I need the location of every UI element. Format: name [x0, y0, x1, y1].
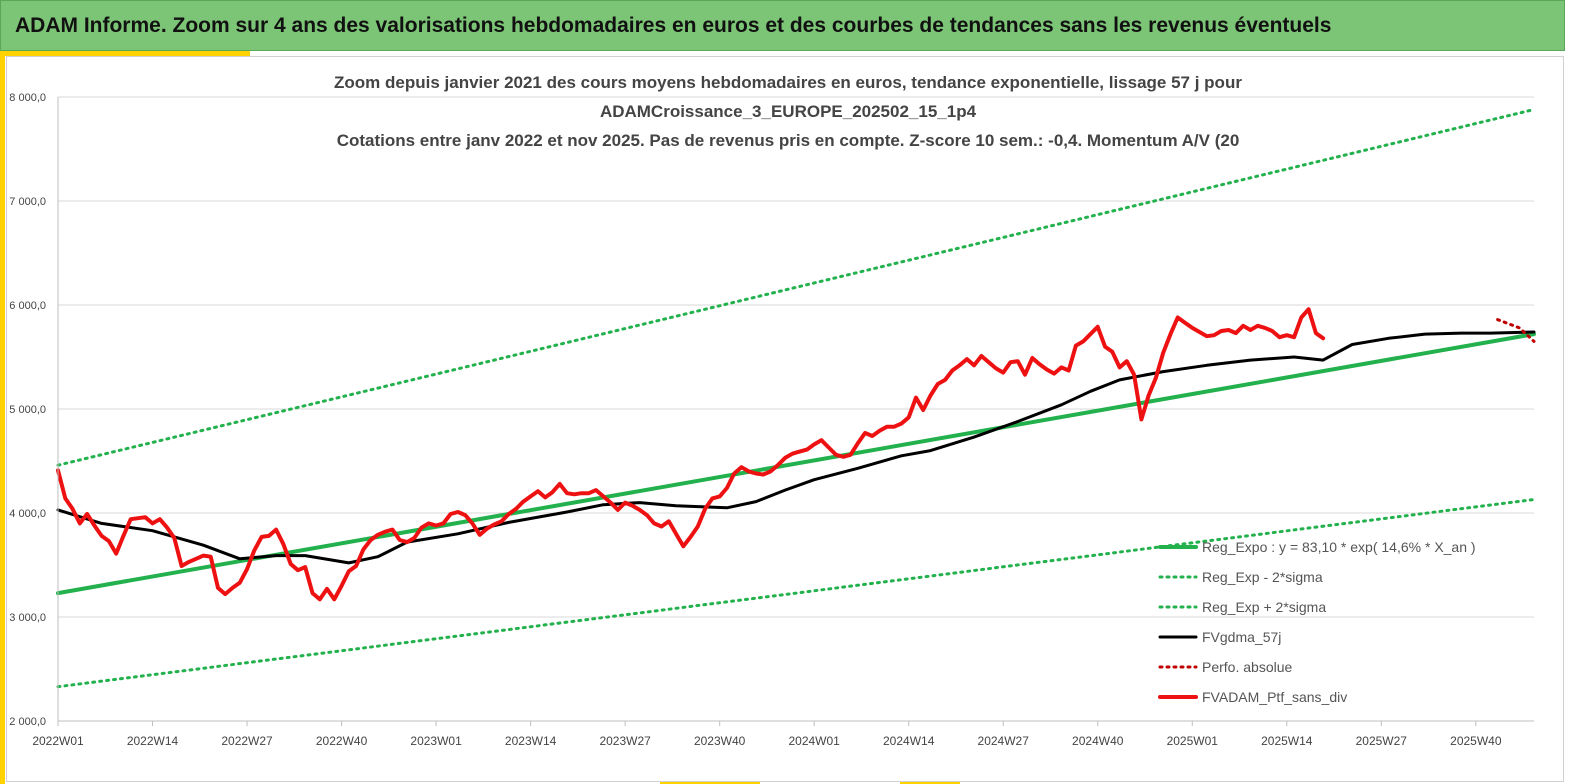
x-tick-label: 2024W27 — [978, 734, 1030, 748]
trend-lower-band — [56, 498, 1536, 689]
y-tick-label: 6 000,0 — [9, 300, 46, 312]
report-title: ADAM Informe. Zoom sur 4 ans des valoris… — [15, 14, 1332, 37]
portfolio-line — [56, 307, 1326, 602]
legend-entry: FVADAM_Ptf_sans_div — [1202, 689, 1347, 705]
x-tick-label: 2025W01 — [1167, 734, 1219, 748]
grid — [58, 96, 1534, 722]
x-tick-label: 2025W40 — [1450, 734, 1502, 748]
smoothed-line — [56, 330, 1536, 565]
y-tick-label: 3 000,0 — [9, 612, 46, 624]
x-tick-label: 2022W27 — [221, 734, 273, 748]
x-tick-label: 2023W40 — [694, 734, 746, 748]
y-tick-label: 2 000,0 — [9, 716, 46, 728]
legend-entry: Reg_Exp - 2*sigma — [1202, 569, 1323, 585]
y-tick-label: 7 000,0 — [9, 196, 46, 208]
x-tick-label: 2023W01 — [410, 734, 462, 748]
perfo-absolue-line — [1496, 318, 1536, 343]
axes: 2 000,0 3 000,0 4 000,0 5 000,0 6 000,0 7 000… — [9, 92, 1534, 748]
x-tick-label: 2022W01 — [32, 734, 84, 748]
x-tick-label: 2025W27 — [1356, 734, 1408, 748]
x-tick-label: 2022W40 — [316, 734, 368, 748]
accent-bar-left — [0, 56, 5, 784]
y-tick-label: 5 000,0 — [9, 404, 46, 416]
x-tick-label: 2024W01 — [788, 734, 840, 748]
legend-entry: Reg_Expo : y = 83,10 * exp( 14,6% * X_an… — [1202, 539, 1476, 555]
legend-entry: Reg_Exp + 2*sigma — [1202, 599, 1326, 615]
legend: Reg_Expo : y = 83,10 * exp( 14,6% * X_an… — [1158, 539, 1476, 705]
report-banner: ADAM Informe. Zoom sur 4 ans des valoris… — [0, 0, 1565, 51]
trend-upper-band — [56, 108, 1536, 467]
y-tick-label: 8 000,0 — [9, 92, 46, 104]
y-tick-label: 4 000,0 — [9, 508, 46, 520]
trend-line — [56, 332, 1536, 596]
x-tick-label: 2023W27 — [599, 734, 651, 748]
x-tick-label: 2024W14 — [883, 734, 935, 748]
chart-title: Zoom depuis janvier 2021 des cours moyen… — [334, 73, 1242, 150]
legend-entry: Perfo. absolue — [1202, 659, 1292, 675]
chart-title-line: ADAMCroissance_3_EUROPE_202502_15_1p4 — [600, 102, 977, 121]
legend-entry: FVgdma_57j — [1202, 629, 1281, 645]
chart-title-line: Cotations entre janv 2022 et nov 2025. P… — [337, 131, 1240, 150]
x-tick-label: 2022W14 — [127, 734, 179, 748]
chart-title-line: Zoom depuis janvier 2021 des cours moyen… — [334, 73, 1242, 92]
x-tick-label: 2023W14 — [505, 734, 557, 748]
x-tick-label: 2025W14 — [1261, 734, 1313, 748]
series-group — [56, 108, 1536, 689]
accent-bar-top — [0, 51, 250, 56]
x-tick-label: 2024W40 — [1072, 734, 1124, 748]
